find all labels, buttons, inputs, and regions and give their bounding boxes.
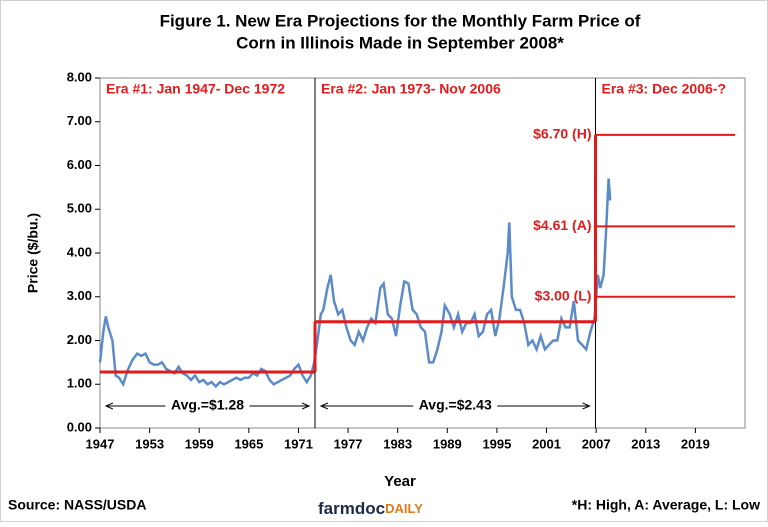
y-tick-label: 7.00 [67,113,92,128]
x-tick-label: 1977 [334,436,363,451]
average-label-bg [165,397,250,415]
average-label: Avg.=$1.28 [171,397,244,413]
x-tick-label: 1995 [482,436,511,451]
y-tick-label: 0.00 [67,419,92,434]
y-tick-label: 4.00 [67,244,92,259]
projection-label: $6.70 (H) [533,126,591,142]
x-tick-label: 2007 [582,436,611,451]
x-tick-label: 2019 [681,436,710,451]
x-tick-label: 1947 [86,436,115,451]
y-tick-label: 5.00 [67,201,92,216]
logo-part: DAILY [385,501,423,516]
average-label: Avg.=$2.43 [419,397,492,413]
y-axis-label: Price ($/bu.) [25,213,41,293]
y-tick-label: 6.00 [67,157,92,172]
source: Source: NASS/USDA [8,497,146,513]
x-tick-label: 2013 [631,436,660,451]
logo-part: farmdoc [318,499,385,518]
y-tick-label: 1.00 [67,376,92,391]
chart-title: Figure 1. New Era Projections for the Mo… [160,11,641,30]
x-tick-label: 1965 [234,436,263,451]
x-tick-label: 1971 [284,436,313,451]
era-label: Era #1: Jan 1947- Dec 1972 [106,81,285,97]
footnote: *H: High, A: Average, L: Low [572,497,760,513]
x-tick-label: 1959 [185,436,214,451]
x-axis-label: Year [384,473,416,490]
average-label-bg [413,397,498,415]
y-tick-label: 3.00 [67,288,92,303]
era-label: Era #3: Dec 2006-? [601,81,726,97]
logo: farmdocDAILY [318,499,423,518]
x-tick-label: 2001 [532,436,561,451]
projection-label: $4.61 (A) [533,217,591,233]
x-tick-label: 1989 [433,436,462,451]
chart-subtitle: Corn in Illinois Made in September 2008* [236,33,564,52]
projection-label: $3.00 (L) [535,287,592,303]
price-line [98,178,612,389]
y-tick-label: 2.00 [67,332,92,347]
era-label: Era #2: Jan 1973- Nov 2006 [321,81,501,97]
x-tick-label: 1983 [383,436,412,451]
y-tick-label: 8.00 [67,69,92,84]
x-tick-label: 1953 [135,436,164,451]
